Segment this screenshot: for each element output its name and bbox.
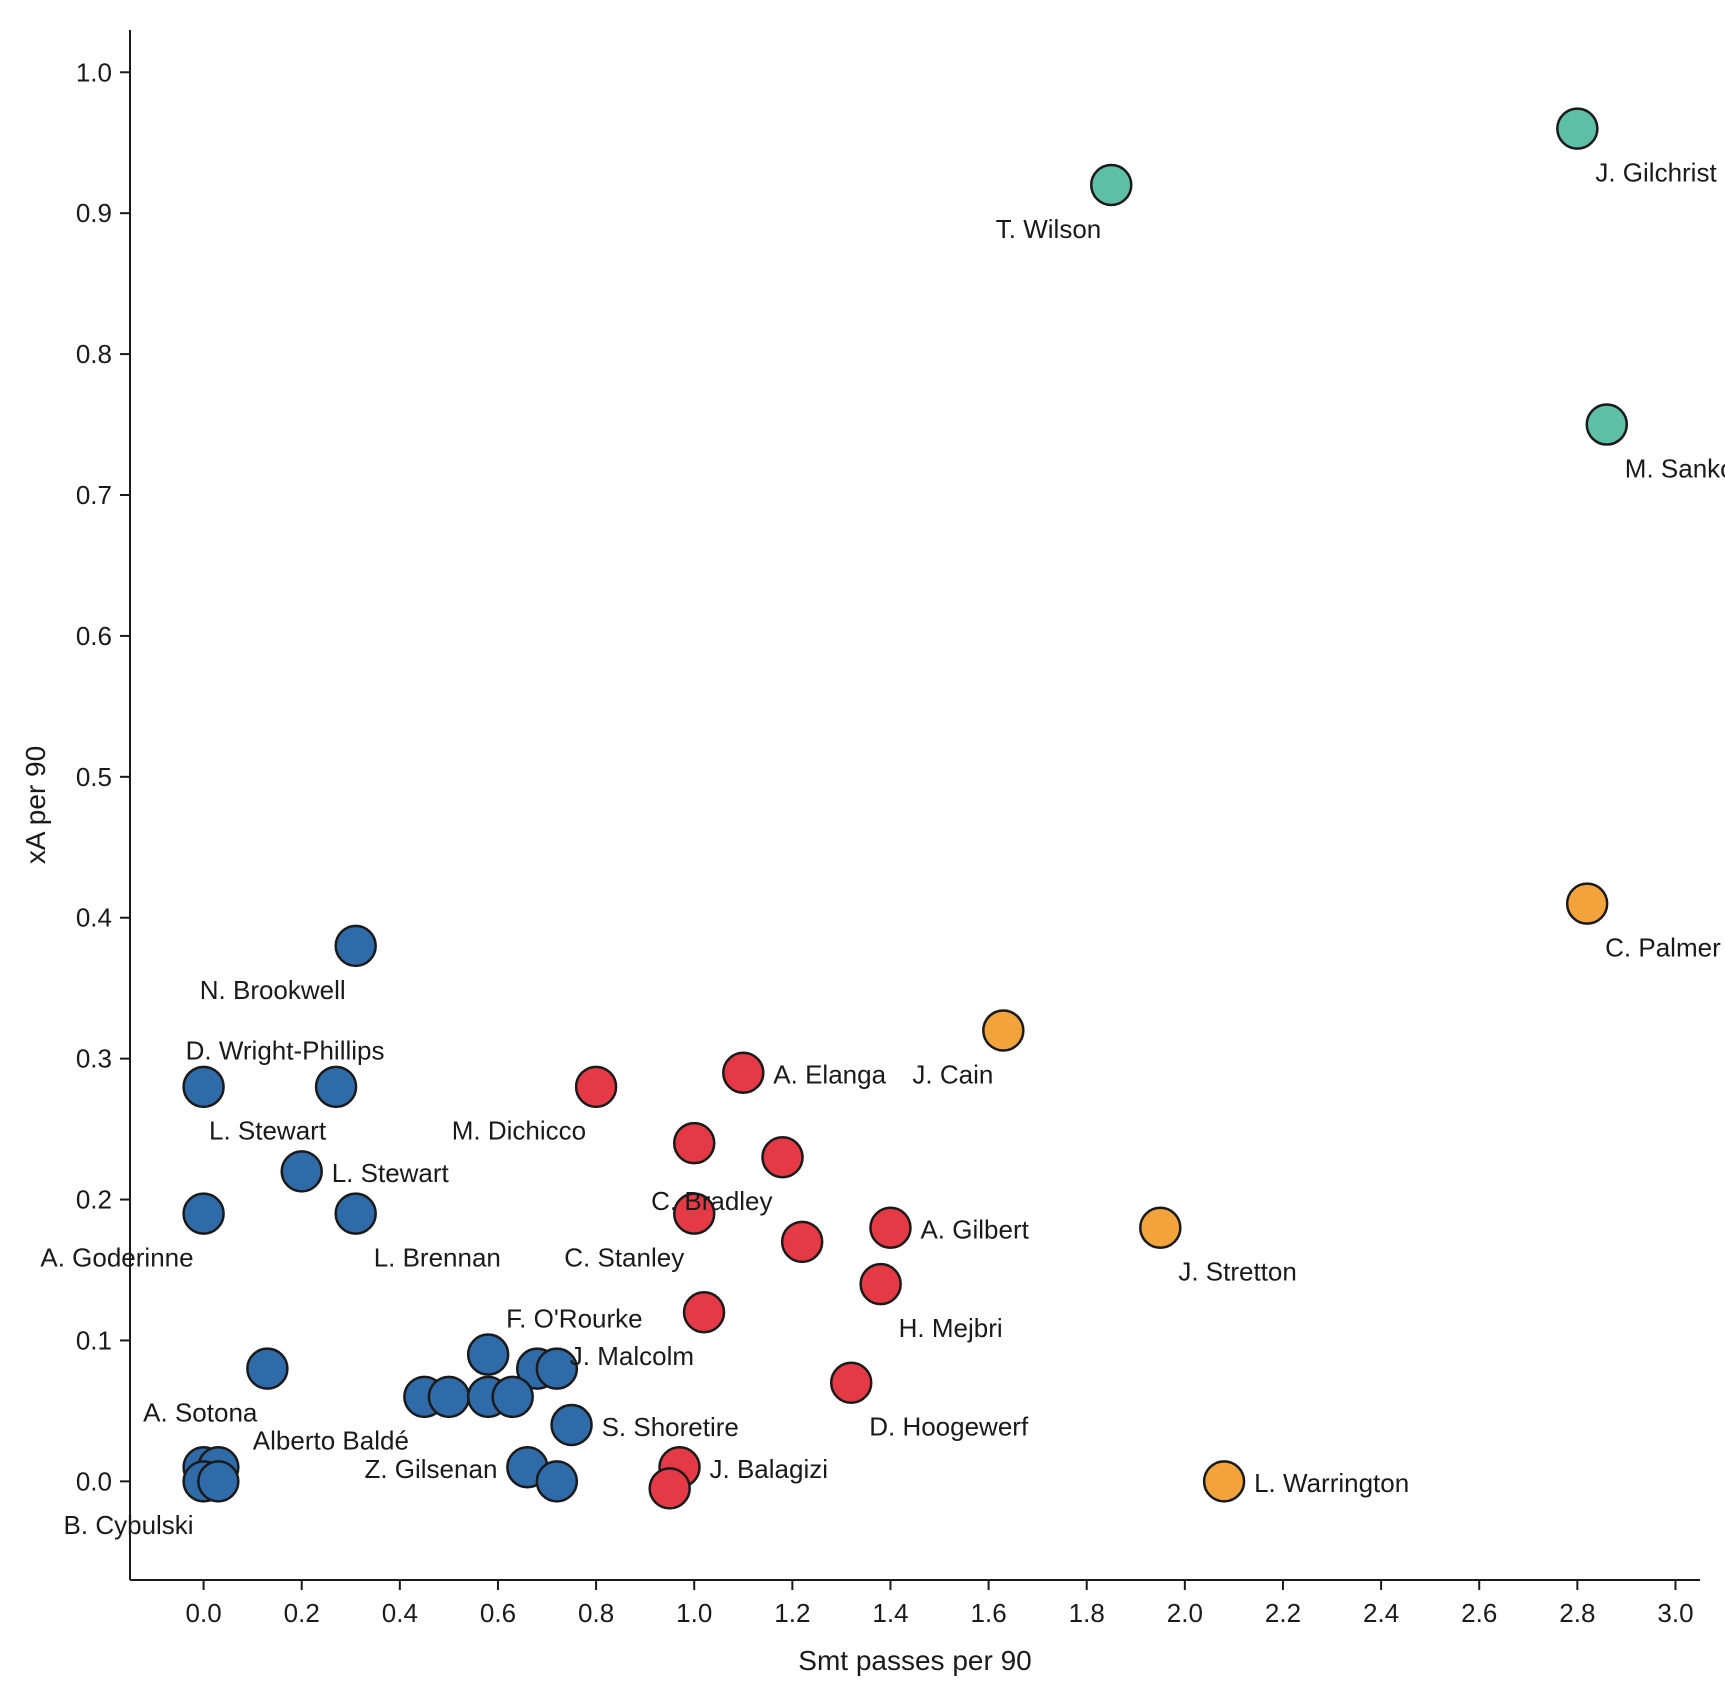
data-point — [316, 1067, 356, 1107]
x-tick-label: 3.0 — [1657, 1598, 1693, 1628]
data-point — [552, 1405, 592, 1445]
point-label: D. Wright-Phillips — [186, 1036, 385, 1066]
data-point — [831, 1363, 871, 1403]
data-point — [184, 1067, 224, 1107]
point-label: J. Stretton — [1178, 1257, 1297, 1287]
x-tick-label: 2.6 — [1461, 1598, 1497, 1628]
point-label: J. Cain — [912, 1059, 993, 1089]
point-label: A. Gilbert — [920, 1215, 1029, 1245]
point-label: J. Malcolm — [570, 1341, 694, 1371]
data-point — [983, 1010, 1023, 1050]
y-tick-label: 1.0 — [76, 57, 112, 87]
point-label: J. Balagizi — [710, 1454, 829, 1484]
point-label: B. Cybulski — [64, 1510, 194, 1540]
x-tick-label: 0.6 — [480, 1598, 516, 1628]
data-point — [763, 1137, 803, 1177]
x-tick-label: 1.4 — [872, 1598, 908, 1628]
point-label: J. Gilchrist — [1595, 158, 1717, 188]
point-label: H. Mejbri — [899, 1313, 1003, 1343]
point-label: N. Brookwell — [200, 975, 346, 1005]
x-tick-label: 0.4 — [382, 1598, 418, 1628]
x-tick-label: 1.8 — [1069, 1598, 1105, 1628]
x-tick-label: 0.2 — [284, 1598, 320, 1628]
y-tick-label: 0.2 — [76, 1185, 112, 1215]
x-tick-label: 1.6 — [971, 1598, 1007, 1628]
point-label: Alberto Baldé — [253, 1426, 409, 1456]
point-label: A. Goderinne — [40, 1243, 193, 1273]
point-label: L. Stewart — [332, 1158, 450, 1188]
point-label: C. Stanley — [564, 1243, 684, 1273]
data-point — [782, 1222, 822, 1262]
data-point — [870, 1208, 910, 1248]
y-tick-label: 0.1 — [76, 1325, 112, 1355]
x-tick-label: 0.0 — [186, 1598, 222, 1628]
data-point — [576, 1067, 616, 1107]
x-tick-label: 0.8 — [578, 1598, 614, 1628]
point-label: S. Shoretire — [602, 1412, 739, 1442]
y-tick-label: 0.4 — [76, 903, 112, 933]
data-point — [1567, 884, 1607, 924]
data-point — [1204, 1461, 1244, 1501]
data-point — [723, 1053, 763, 1093]
y-tick-label: 0.5 — [76, 762, 112, 792]
point-label: L. Warrington — [1254, 1468, 1409, 1498]
point-label: Z. Gilsenan — [364, 1454, 497, 1484]
x-tick-label: 2.2 — [1265, 1598, 1301, 1628]
data-point — [429, 1377, 469, 1417]
x-tick-label: 2.0 — [1167, 1598, 1203, 1628]
point-label: T. Wilson — [996, 214, 1101, 244]
point-label: L. Brennan — [374, 1243, 501, 1273]
data-point — [336, 1194, 376, 1234]
data-point — [184, 1194, 224, 1234]
scatter-chart: 0.0 0.2 0.4 0.6 0.8 1.0 1.2 1.4 1.6 1.8 2.0 2.2 2.4 2… — [0, 0, 1725, 1698]
data-point — [282, 1151, 322, 1191]
point-label: A. Elanga — [773, 1060, 886, 1090]
point-label: M. Dichicco — [452, 1116, 586, 1146]
data-point — [684, 1292, 724, 1332]
point-label: C. Palmer — [1605, 933, 1721, 963]
point-label: C. Bradley — [651, 1186, 772, 1216]
point-label: F. O'Rourke — [506, 1303, 642, 1333]
data-point — [537, 1461, 577, 1501]
x-tick-label: 1.0 — [676, 1598, 712, 1628]
y-tick-label: 0.3 — [76, 1044, 112, 1074]
x-tick-label: 1.2 — [774, 1598, 810, 1628]
x-axis-label: Smt passes per 90 — [798, 1645, 1031, 1676]
point-label: M. Sankoh — [1625, 453, 1725, 483]
x-tick-label: 2.8 — [1559, 1598, 1595, 1628]
point-label: D. Hoogewerf — [869, 1412, 1029, 1442]
data-point — [1140, 1208, 1180, 1248]
point-label: A. Sotona — [143, 1398, 258, 1428]
y-tick-label: 0.7 — [76, 480, 112, 510]
data-point — [861, 1264, 901, 1304]
data-point — [198, 1461, 238, 1501]
data-point — [468, 1335, 508, 1375]
data-point — [674, 1123, 714, 1163]
y-tick-label: 0.0 — [76, 1466, 112, 1496]
data-point — [1557, 109, 1597, 149]
y-axis-label: xA per 90 — [20, 746, 51, 864]
data-point — [336, 926, 376, 966]
y-tick-label: 0.8 — [76, 339, 112, 369]
y-tick-label: 0.6 — [76, 621, 112, 651]
y-tick-label: 0.9 — [76, 198, 112, 228]
data-point — [247, 1349, 287, 1389]
data-point — [650, 1468, 690, 1508]
x-tick-label: 2.4 — [1363, 1598, 1399, 1628]
point-label: L. Stewart — [209, 1116, 327, 1146]
data-point — [1587, 405, 1627, 445]
chart-svg: 0.0 0.2 0.4 0.6 0.8 1.0 1.2 1.4 1.6 1.8 2.0 2.2 2.4 2… — [0, 0, 1725, 1698]
data-point — [1091, 165, 1131, 205]
data-point — [493, 1377, 533, 1417]
